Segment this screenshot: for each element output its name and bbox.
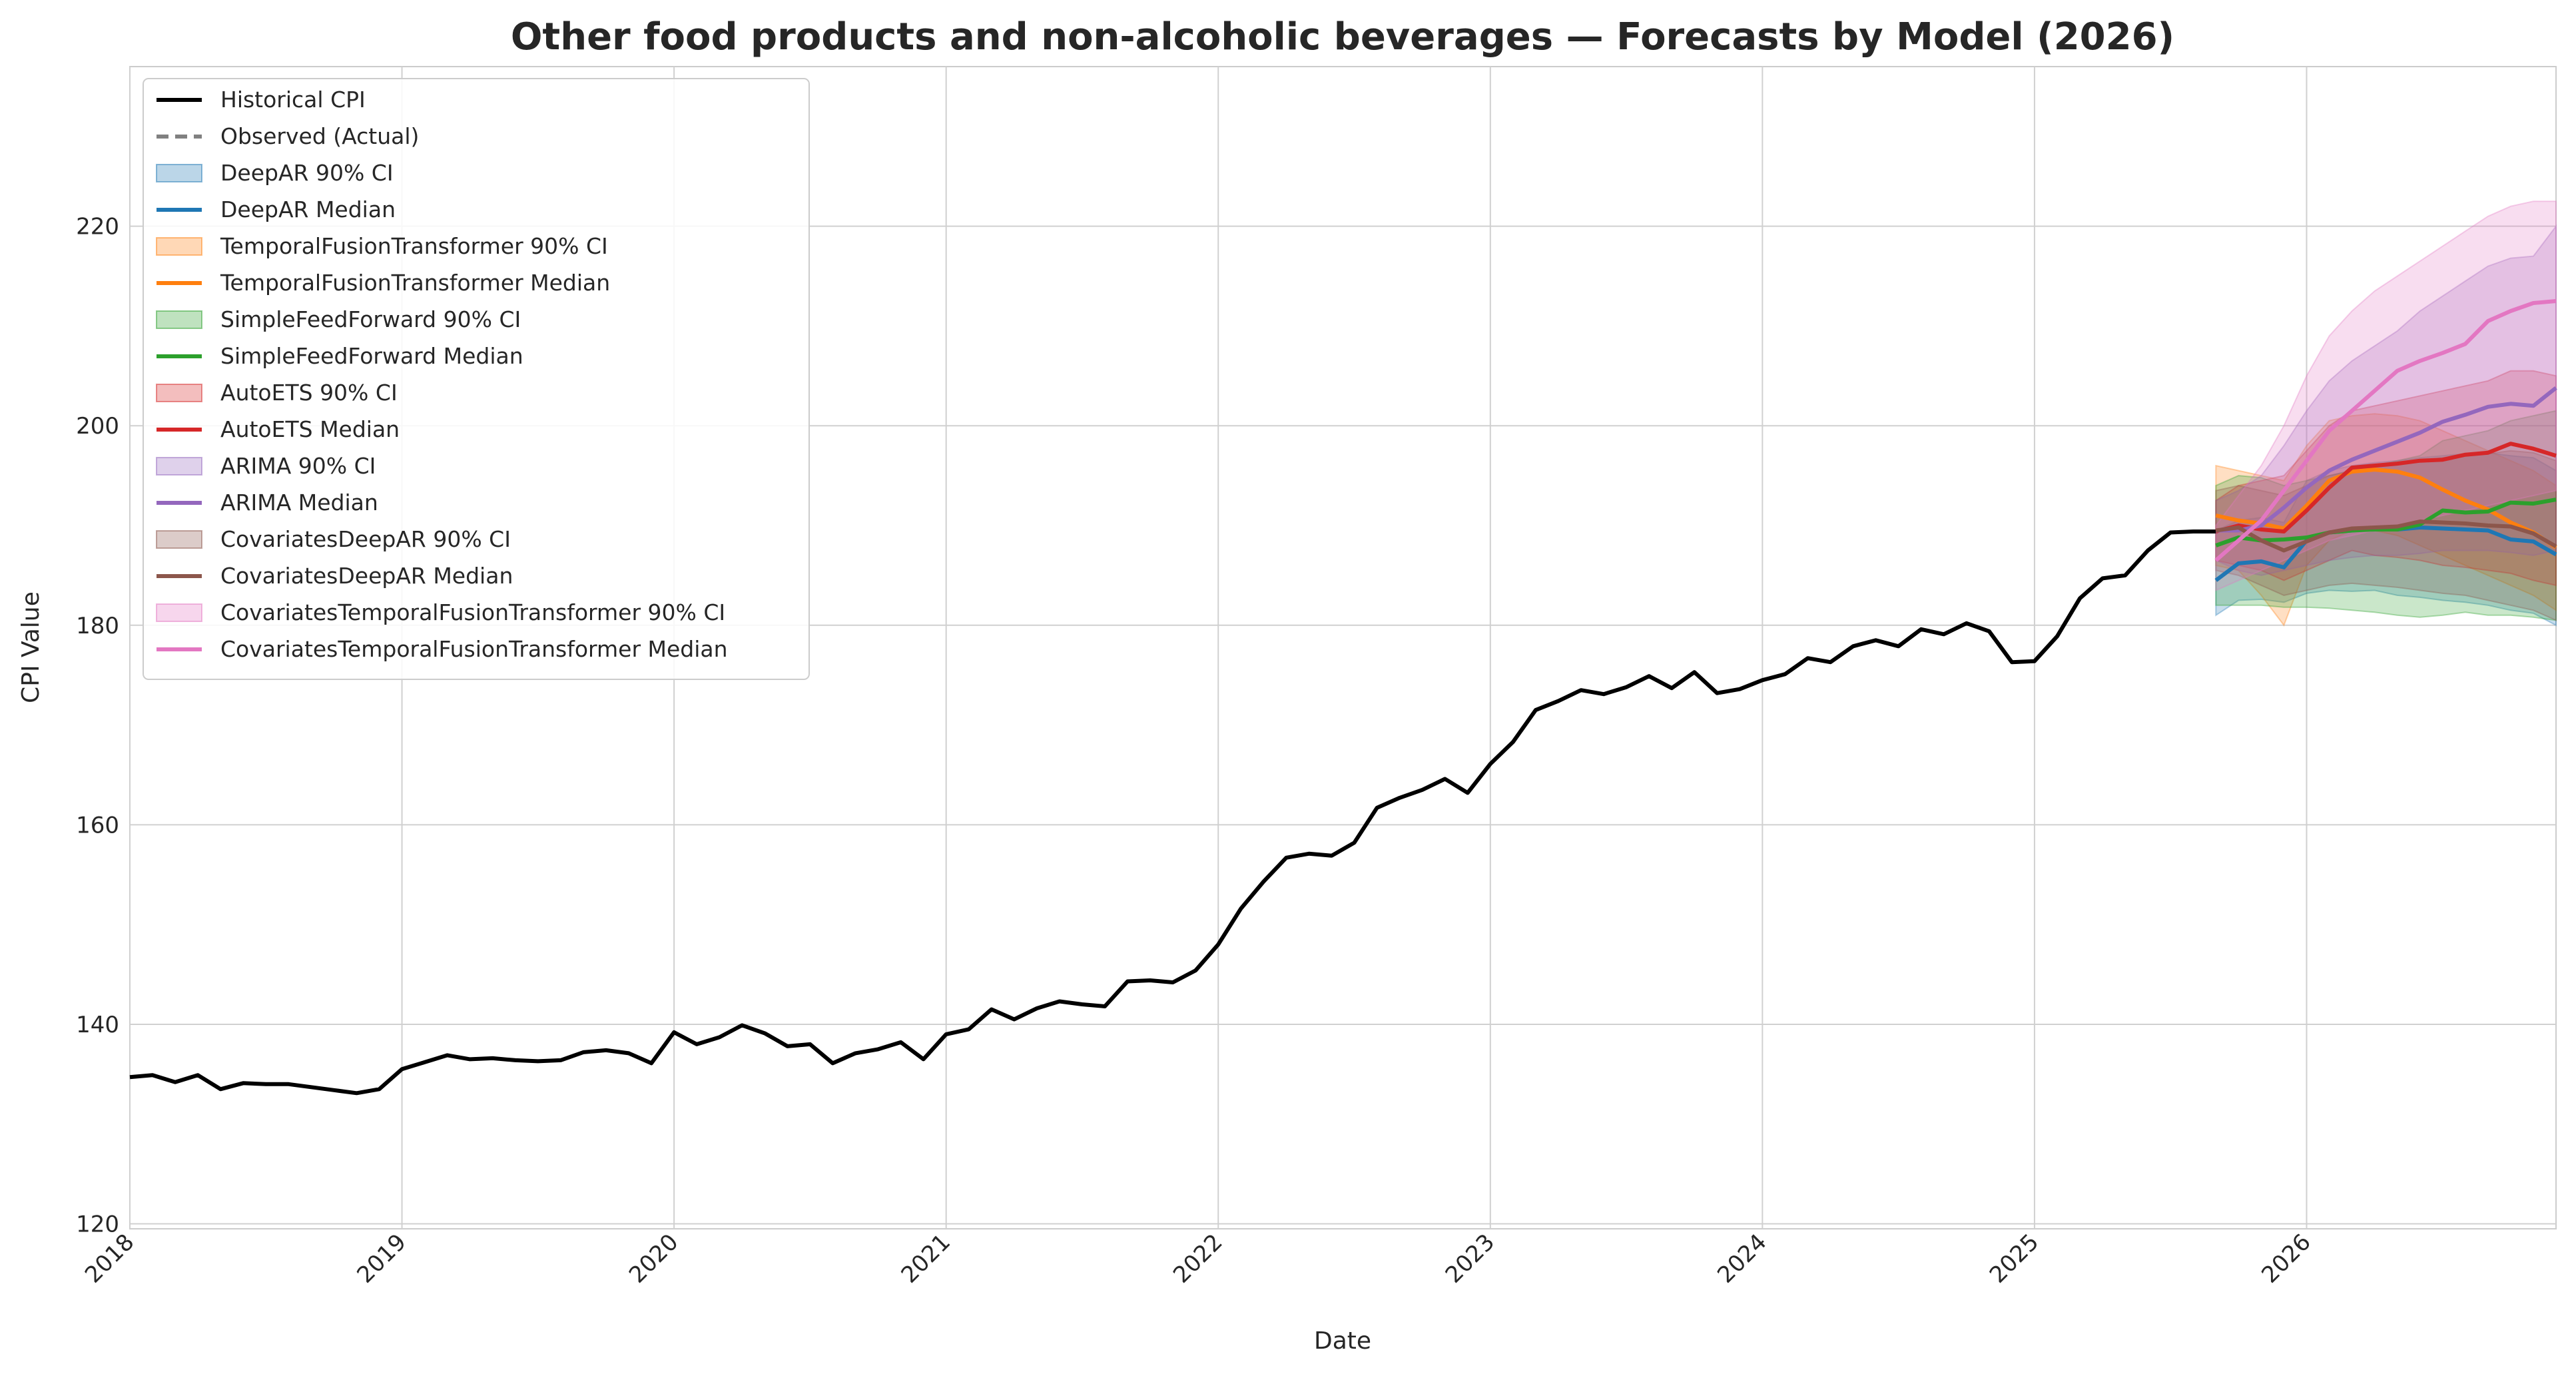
- legend-label: AutoETS Median: [220, 416, 400, 442]
- median-line-ARIMA: [2216, 386, 2557, 533]
- ci-band-ARIMA: [2215, 224, 2557, 576]
- x-tick-label: 2026: [2256, 1229, 2316, 1288]
- legend-label: ARIMA 90% CI: [220, 453, 376, 479]
- median-line-TemporalFusionTransformer: [2215, 468, 2557, 549]
- y-axis-label: CPI Value: [17, 591, 45, 703]
- legend-label: CovariatesTemporalFusionTransformer Medi…: [220, 636, 728, 662]
- legend-label: ARIMA Median: [220, 490, 378, 515]
- x-tick-label: 2025: [1985, 1229, 2044, 1288]
- legend-label: TemporalFusionTransformer 90% CI: [220, 233, 608, 259]
- y-tick-label: 160: [76, 812, 119, 839]
- y-tick-label: 180: [76, 613, 119, 639]
- legend-swatch: [156, 530, 202, 549]
- legend-label: Observed (Actual): [220, 123, 419, 149]
- y-tick-label: 140: [76, 1012, 119, 1038]
- legend-swatch: [156, 603, 202, 622]
- legend-label: CovariatesDeepAR Median: [220, 563, 513, 589]
- median-line-AutoETS: [2215, 442, 2557, 533]
- median-line-CovariatesTemporalFusionTransformer: [2214, 299, 2557, 562]
- x-tick-label: 2024: [1712, 1229, 1771, 1288]
- legend-label: TemporalFusionTransformer Median: [220, 270, 610, 296]
- x-tick-label: 2021: [896, 1229, 956, 1288]
- legend-label: CovariatesDeepAR 90% CI: [220, 526, 511, 552]
- ci-band-SimpleFeedForward: [2215, 410, 2557, 621]
- y-tick-label: 220: [76, 214, 119, 240]
- x-tick-label: 2020: [624, 1229, 683, 1288]
- y-tick-label: 120: [76, 1211, 119, 1238]
- y-tick-label: 200: [76, 413, 119, 440]
- x-tick-label: 2019: [352, 1229, 411, 1288]
- legend-label: AutoETS 90% CI: [220, 380, 398, 406]
- legend-label: Historical CPI: [220, 87, 366, 113]
- x-axis-label: Date: [1314, 1327, 1371, 1355]
- legend-swatch: [156, 310, 202, 329]
- x-tick-label: 2022: [1168, 1229, 1227, 1288]
- legend-label: SimpleFeedForward Median: [220, 343, 523, 369]
- legend-swatch: [156, 164, 202, 182]
- legend-label: CovariatesTemporalFusionTransformer 90% …: [220, 599, 725, 625]
- historical-line: [129, 529, 2216, 1096]
- median-line-SimpleFeedForward: [2215, 498, 2557, 547]
- legend: Historical CPI Observed (Actual) DeepAR 90…: [143, 78, 810, 680]
- legend-label: DeepAR Median: [220, 196, 396, 222]
- x-tick-label: 2023: [1441, 1229, 1500, 1288]
- legend-swatch: [156, 457, 202, 476]
- chart-title: Other food products and non-alcoholic be…: [511, 15, 2174, 59]
- median-line-CovariatesDeepAR: [2215, 519, 2557, 553]
- legend-label: SimpleFeedForward 90% CI: [220, 306, 521, 332]
- legend-swatch: [156, 237, 202, 256]
- legend-swatch: [156, 384, 202, 402]
- legend-box: [143, 78, 810, 680]
- legend-label: DeepAR 90% CI: [220, 160, 394, 186]
